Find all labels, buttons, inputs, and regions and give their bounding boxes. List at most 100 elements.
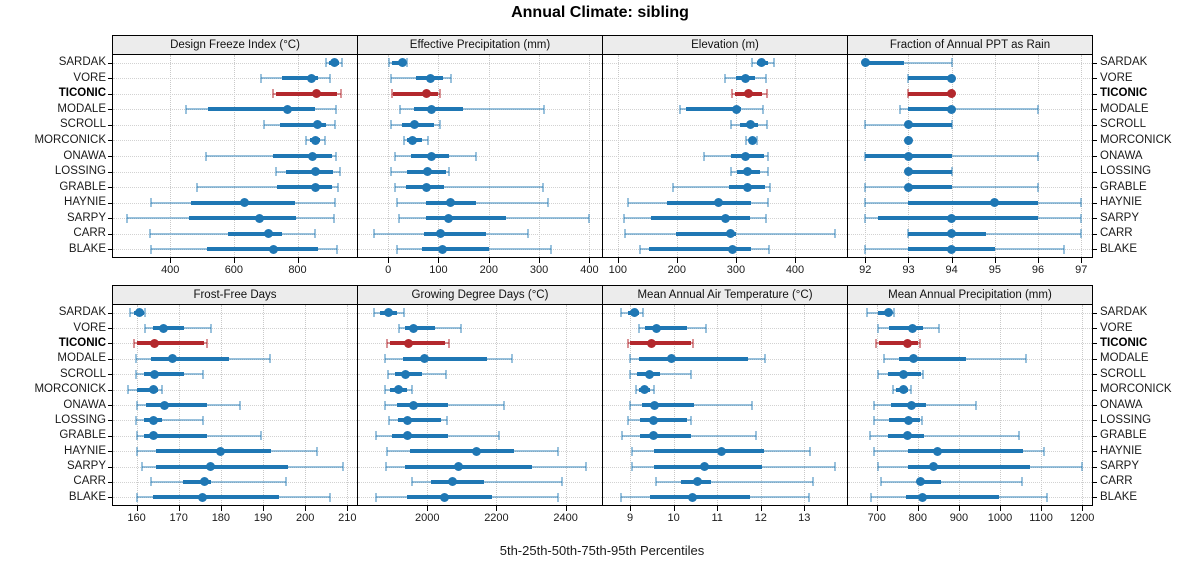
iqr-bar-25-75 <box>144 433 208 438</box>
y-tick <box>108 93 112 95</box>
x-tick-label: 180 <box>211 512 231 524</box>
whisker-cap-5th <box>864 120 867 130</box>
y-gridline <box>358 435 602 437</box>
y-gridline <box>113 374 357 376</box>
median-dot <box>651 323 661 333</box>
x-tick-label: 300 <box>726 264 746 276</box>
whisker-cap-95th <box>410 385 413 395</box>
y-gridline <box>848 481 1092 483</box>
whisker-cap-95th <box>439 89 441 99</box>
whisker-cap-5th <box>410 477 413 487</box>
median-dot <box>947 104 957 114</box>
whisker-cap-95th <box>406 58 409 68</box>
whisker-cap-95th <box>161 385 164 395</box>
iqr-bar-25-75 <box>390 341 445 346</box>
panel-title: Growing Degree Days (°C) <box>411 289 549 301</box>
median-dot <box>898 369 908 379</box>
iqr-bar-25-75 <box>398 418 442 423</box>
x-tick <box>220 506 222 511</box>
median-dot <box>903 338 913 348</box>
whisker-cap-95th <box>920 415 923 425</box>
median-dot <box>903 151 913 161</box>
y-gridline <box>848 78 1092 80</box>
station-label-right: LOSSING <box>1100 165 1152 178</box>
station-label-left: HAYNIE <box>64 444 106 457</box>
whisker-cap-95th <box>201 415 204 425</box>
median-dot <box>403 415 413 425</box>
whisker-cap-95th <box>557 446 560 456</box>
y-gridline <box>848 156 1092 157</box>
median-dot <box>421 89 431 99</box>
y-gridline <box>113 62 357 64</box>
whisker-cap-95th <box>1037 151 1040 161</box>
iqr-bar-25-75 <box>279 122 327 127</box>
whisker-cap-95th <box>284 477 287 487</box>
whisker-cap-95th <box>938 323 941 333</box>
median-dot <box>409 120 419 130</box>
whisker-cap-5th <box>637 323 640 333</box>
station-label-right: SARDAK <box>1100 306 1148 319</box>
whisker-cap-5th <box>325 58 328 68</box>
iqr-bar-25-75 <box>879 341 918 346</box>
median-dot <box>649 400 659 410</box>
y-gridline <box>603 328 847 330</box>
whisker-cap-5th <box>144 323 147 333</box>
whisker-cap-5th <box>204 151 207 161</box>
whisker-5-95 <box>205 155 336 157</box>
whisker-cap-5th <box>390 73 393 83</box>
station-label-right: MODALE <box>1100 352 1149 365</box>
iqr-bar-25-75 <box>405 464 533 469</box>
x-tick <box>233 258 235 263</box>
y-tick <box>1093 124 1097 126</box>
x-tick <box>795 258 796 263</box>
y-tick <box>1093 171 1097 173</box>
iqr-bar-25-75 <box>431 479 485 484</box>
whisker-cap-5th <box>271 89 274 99</box>
whisker-cap-5th <box>135 492 138 502</box>
whisker-cap-95th <box>765 89 768 99</box>
whisker-cap-5th <box>876 323 879 333</box>
whisker-cap-95th <box>807 492 810 502</box>
whisker-cap-5th <box>387 369 390 379</box>
y-tick <box>1093 389 1097 391</box>
iqr-bar-25-75 <box>391 433 448 438</box>
median-dot <box>400 369 410 379</box>
whisker-cap-5th <box>304 135 307 145</box>
y-tick <box>1093 78 1097 80</box>
iqr-bar-25-75 <box>686 107 741 112</box>
x-tick <box>908 258 910 263</box>
iqr-bar-25-75 <box>640 418 687 423</box>
y-tick <box>1093 451 1097 453</box>
whisker-cap-5th <box>624 229 627 239</box>
median-dot <box>421 182 431 192</box>
station-label-left: BLAKE <box>68 242 106 255</box>
whisker-cap-5th <box>882 354 885 364</box>
whisker-cap-5th <box>626 415 629 425</box>
median-dot <box>732 104 742 114</box>
median-dot <box>743 182 753 192</box>
y-tick <box>108 78 112 80</box>
x-tick <box>170 258 172 263</box>
median-dot <box>947 89 957 99</box>
x-tick-label: 400 <box>580 264 599 276</box>
x-tick-label: 190 <box>253 512 273 524</box>
iqr-bar-25-75 <box>908 200 1038 205</box>
whisker-cap-95th <box>767 151 770 161</box>
median-dot <box>903 182 913 192</box>
station-label-right: LOSSING <box>1100 413 1152 426</box>
iqr-bar-25-75 <box>207 247 318 252</box>
x-tick <box>496 506 498 511</box>
median-dot <box>727 244 737 254</box>
whisker-cap-95th <box>448 338 451 348</box>
x-tick-label: 97 <box>1075 264 1088 276</box>
median-dot <box>725 229 735 239</box>
iqr-bar-25-75 <box>917 479 941 484</box>
whisker-cap-95th <box>334 104 337 114</box>
median-dot <box>310 182 320 192</box>
iqr-bar-25-75 <box>189 216 297 221</box>
whisker-cap-95th <box>909 385 912 395</box>
whisker-cap-95th <box>812 477 814 487</box>
whisker-cap-5th <box>620 308 623 318</box>
whisker-cap-5th <box>869 431 872 441</box>
x-tick-label: 600 <box>224 264 244 276</box>
